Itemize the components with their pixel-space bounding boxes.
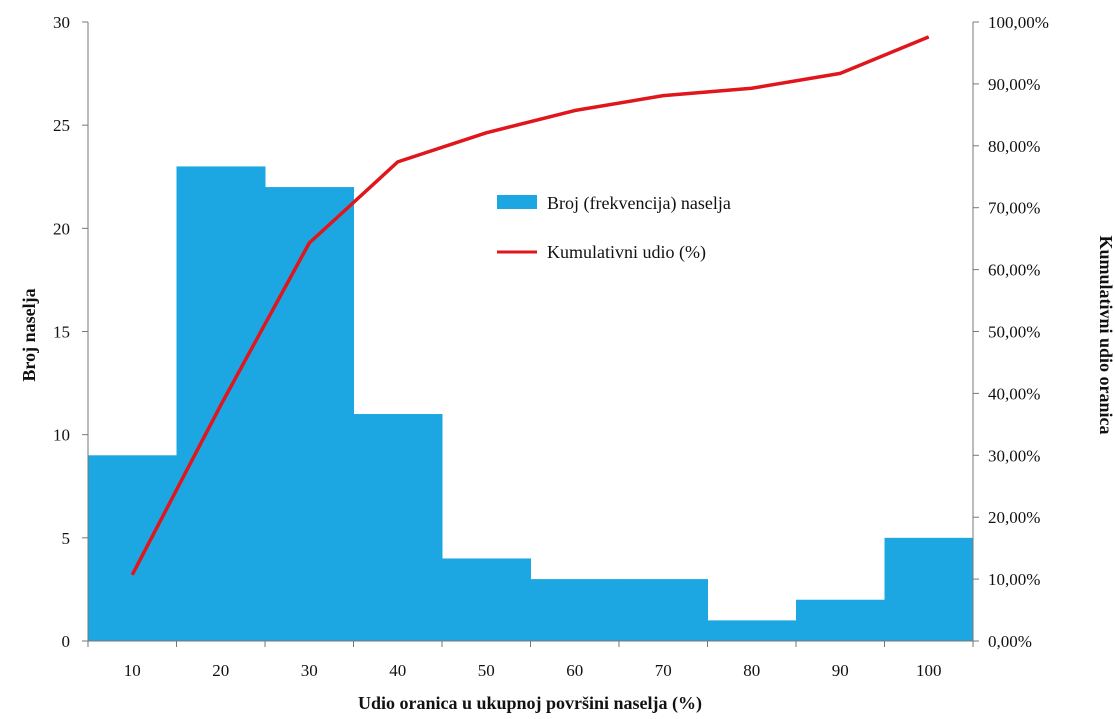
x-axis-title: Udio oranica u ukupnoj površini naselja … — [358, 693, 702, 714]
y-tick-label-20: 20 — [53, 219, 70, 238]
bar-100 — [884, 537, 974, 641]
cumulative-line — [130, 35, 930, 576]
bar-90 — [796, 599, 885, 641]
x-tick-label-40: 40 — [389, 661, 406, 680]
y-tick-label-25: 25 — [53, 116, 70, 135]
y-tick-label-30: 30 — [53, 13, 70, 32]
x-tick-label-10: 10 — [124, 661, 141, 680]
y2-tick-label-10: 100,00% — [988, 13, 1049, 32]
y2-tick-label-4: 40,00% — [988, 384, 1040, 403]
legend-label-line: Kumulativni udio (%) — [547, 242, 706, 263]
y-tick-label-5: 5 — [62, 529, 71, 548]
legend-label-bar: Broj (frekvencija) naselja — [547, 193, 731, 214]
y2-tick-label-8: 80,00% — [988, 137, 1040, 156]
x-tick-label-90: 90 — [832, 661, 849, 680]
x-tick-label-100: 100 — [916, 661, 942, 680]
y2-tick-label-5: 50,00% — [988, 323, 1040, 342]
bar-40 — [353, 414, 443, 641]
bar-30 — [265, 187, 354, 642]
x-tick-label-50: 50 — [478, 661, 495, 680]
bar-60 — [530, 579, 620, 641]
x-tick-label-30: 30 — [301, 661, 318, 680]
y-axis-title: Broj naselja — [19, 288, 39, 381]
y2-tick-label-1: 10,00% — [988, 570, 1040, 589]
y2-tick-label-9: 90,00% — [988, 75, 1040, 94]
x-tick-label-60: 60 — [566, 661, 583, 680]
bar-80 — [707, 620, 797, 641]
bar-70 — [619, 579, 708, 641]
y2-tick-label-7: 70,00% — [988, 199, 1040, 218]
x-tick-label-70: 70 — [655, 661, 672, 680]
plot-area: 0 5 10 15 20 25 30 0,00% 10,00% 20,00% 30,00% 40,00… — [53, 13, 1049, 680]
y-tick-label-10: 10 — [53, 426, 70, 445]
y2-axis-title: Kumulativni udio oranica — [1096, 235, 1115, 434]
y2-tick-label-2: 20,00% — [988, 508, 1040, 527]
y2-tick-label-3: 30,00% — [988, 446, 1040, 465]
legend: Broj (frekvencija) naselja Kumulativni u… — [497, 193, 731, 263]
y2-tick-label-0: 0,00% — [988, 632, 1032, 651]
y-tick-label-0: 0 — [62, 632, 71, 651]
bar-50 — [442, 558, 531, 641]
y-tick-label-15: 15 — [53, 323, 70, 342]
x-tick-label-20: 20 — [212, 661, 229, 680]
bar-10 — [88, 455, 177, 641]
x-tick-label-80: 80 — [743, 661, 760, 680]
y2-tick-label-6: 60,00% — [988, 261, 1040, 280]
legend-swatch-bar — [497, 195, 537, 209]
